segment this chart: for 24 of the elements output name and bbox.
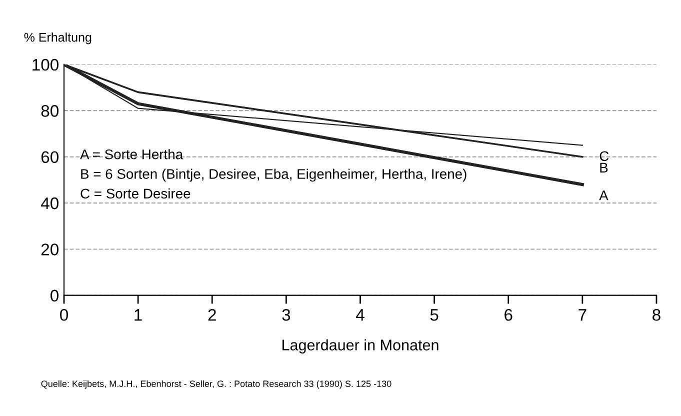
series-label: B <box>600 162 608 172</box>
x-tick-label: 1 <box>134 309 142 321</box>
x-tick-label: 4 <box>356 309 364 321</box>
x-tick-label: 0 <box>60 308 68 321</box>
y-tick-label: 80 <box>41 105 59 117</box>
x-tick-label: 2 <box>208 308 216 321</box>
source-note: Quelle: Keijbets, M.J.H., Ebenhorst - Seller, G. : Potato Research 33 (1990) S. 125 -130 <box>41 380 392 389</box>
y-tick-label: 0 <box>50 290 58 302</box>
y-tick-label: 100 <box>32 58 59 71</box>
annotation: B = 6 Sorten (Bintje, Desiree, Eba, Eigenheimer, Hertha, Irene) <box>81 168 466 182</box>
series-label: C <box>600 151 609 162</box>
annotation: C = Sorte Desiree <box>80 188 190 199</box>
series-label: A <box>599 190 608 200</box>
x-tick-label: 6 <box>504 308 512 321</box>
y-tick-label: 60 <box>41 151 59 164</box>
x-tick-label: 8 <box>652 308 660 321</box>
x-axis-title: Lagerdauer in Monaten <box>282 339 438 354</box>
y-axis-title: % Erhaltung <box>24 32 92 44</box>
annotation: A = Sorte Hertha <box>80 149 184 160</box>
x-tick-label: 3 <box>282 308 290 321</box>
x-tick-label: 5 <box>430 309 438 321</box>
x-tick-label: 7 <box>578 309 586 321</box>
y-tick-label: 20 <box>41 244 59 256</box>
y-tick-label: 40 <box>41 197 59 210</box>
